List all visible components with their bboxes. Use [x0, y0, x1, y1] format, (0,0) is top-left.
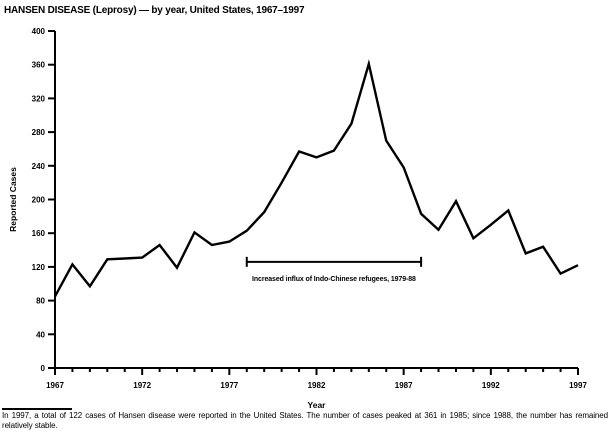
- data-line: [53, 59, 579, 297]
- y-tick-label: 0: [41, 364, 46, 373]
- y-tick-label: 80: [36, 297, 45, 306]
- x-tick-label: 1977: [220, 381, 238, 390]
- x-axis-title: Year: [308, 400, 327, 410]
- x-tick-label: 1972: [133, 381, 151, 390]
- y-axis-ticks: 0 40 80 120 160 200 240 280 320 360 400: [32, 27, 55, 373]
- x-tick-label: 1997: [569, 381, 587, 390]
- y-tick-label: 200: [32, 196, 46, 205]
- y-tick-label: 360: [32, 61, 46, 70]
- y-tick-label: 240: [32, 162, 46, 171]
- annotation-label: Increased influx of Indo-Chinese refugee…: [252, 276, 416, 283]
- y-axis-title: Reported Cases: [8, 167, 18, 232]
- x-tick-label: 1987: [395, 381, 413, 390]
- y-tick-label: 40: [36, 330, 45, 339]
- x-tick-label: 1992: [482, 381, 500, 390]
- y-tick-label: 400: [32, 27, 46, 36]
- footnote-text: In 1997, a total of 122 cases of Hansen …: [2, 411, 608, 430]
- chart-svg: 0 40 80 120 160 200 240 280 320 360 400 1967 1972 197…: [8, 27, 587, 410]
- y-tick-label: 320: [32, 94, 46, 103]
- footnote-rule: [2, 408, 72, 410]
- x-axis-ticks: 1967 1972 1977 1982 1987 1992 1997: [46, 368, 587, 390]
- y-tick-label: 160: [32, 229, 46, 238]
- annotation-bracket: [245, 256, 423, 267]
- x-tick-label: 1967: [46, 381, 64, 390]
- x-tick-label: 1982: [308, 381, 326, 390]
- y-tick-label: 280: [32, 128, 46, 137]
- chart-title: HANSEN DISEASE (Leprosy) — by year, Unit…: [4, 5, 305, 16]
- y-tick-label: 120: [32, 263, 46, 272]
